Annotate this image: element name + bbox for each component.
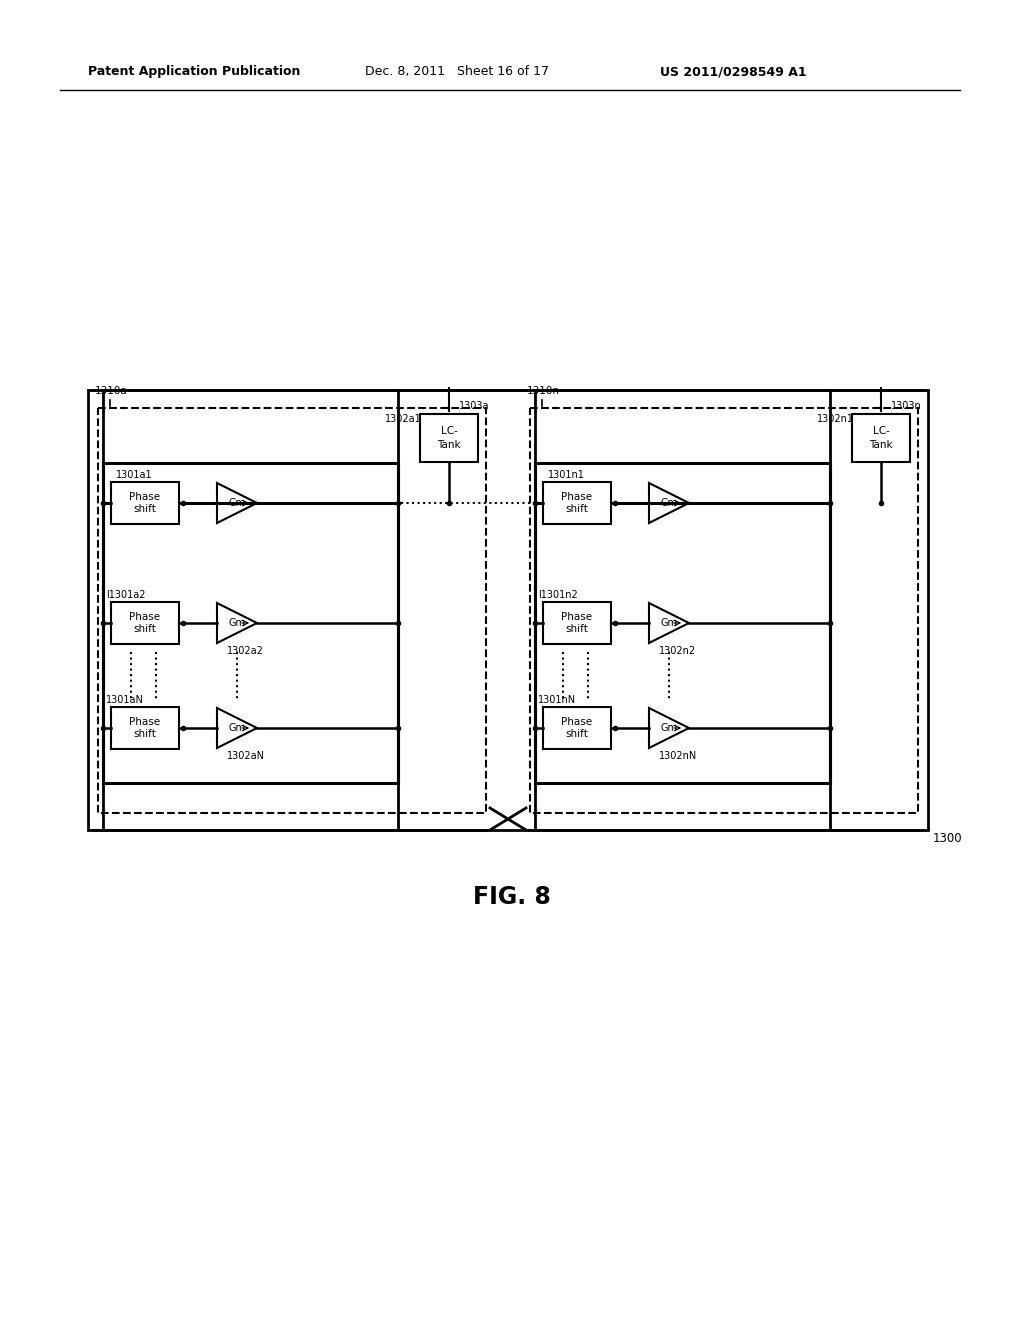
Text: 1310n: 1310n [527,385,560,396]
Text: 1302aN: 1302aN [227,751,265,762]
Text: FIG. 8: FIG. 8 [473,884,551,909]
Text: 1302a2: 1302a2 [227,645,264,656]
Text: Gm: Gm [660,498,678,508]
Text: Patent Application Publication: Patent Application Publication [88,66,300,78]
Bar [420,414,478,462]
Text: shift: shift [133,624,157,635]
Text: Phase: Phase [129,611,161,622]
Text: shift: shift [133,729,157,739]
Bar [111,602,179,644]
Text: LC-: LC- [440,426,458,436]
Text: shift: shift [565,729,589,739]
Text: 1310a: 1310a [95,385,128,396]
Text: Gm: Gm [228,498,246,508]
Text: 1302a1: 1302a1 [385,414,422,424]
Text: 1301a1: 1301a1 [116,470,153,480]
Text: Gm: Gm [228,723,246,733]
Bar [543,482,611,524]
Text: 1303a: 1303a [459,401,489,411]
Text: 1302n1: 1302n1 [817,414,854,424]
Bar [543,708,611,748]
Bar [111,708,179,748]
Bar [543,602,611,644]
Text: Phase: Phase [561,717,593,727]
Text: 1302nN: 1302nN [659,751,697,762]
Text: l1301a2: l1301a2 [106,590,145,601]
Text: 1301nN: 1301nN [538,696,577,705]
Text: LC-: LC- [872,426,890,436]
Text: Gm: Gm [228,618,246,628]
Text: Tank: Tank [437,440,461,450]
Text: Phase: Phase [561,492,593,502]
Bar [103,463,398,783]
Text: 1302n2: 1302n2 [659,645,696,656]
Text: Phase: Phase [129,717,161,727]
Bar [88,389,928,830]
Bar [111,482,179,524]
Text: Gm: Gm [660,723,678,733]
Text: 1303n: 1303n [891,401,922,411]
Text: Gm: Gm [660,618,678,628]
Bar [852,414,910,462]
Text: 1301n1: 1301n1 [548,470,585,480]
Text: 1300: 1300 [933,832,963,845]
Bar [535,463,830,783]
Text: shift: shift [565,504,589,515]
Text: shift: shift [133,504,157,515]
Text: US 2011/0298549 A1: US 2011/0298549 A1 [660,66,807,78]
Bar [98,408,486,813]
Bar [530,408,918,813]
Text: 1301aN: 1301aN [106,696,144,705]
Text: Phase: Phase [561,611,593,622]
Text: l1301n2: l1301n2 [538,590,578,601]
Text: shift: shift [565,624,589,635]
Text: Tank: Tank [869,440,893,450]
Text: Phase: Phase [129,492,161,502]
Text: Dec. 8, 2011   Sheet 16 of 17: Dec. 8, 2011 Sheet 16 of 17 [365,66,549,78]
